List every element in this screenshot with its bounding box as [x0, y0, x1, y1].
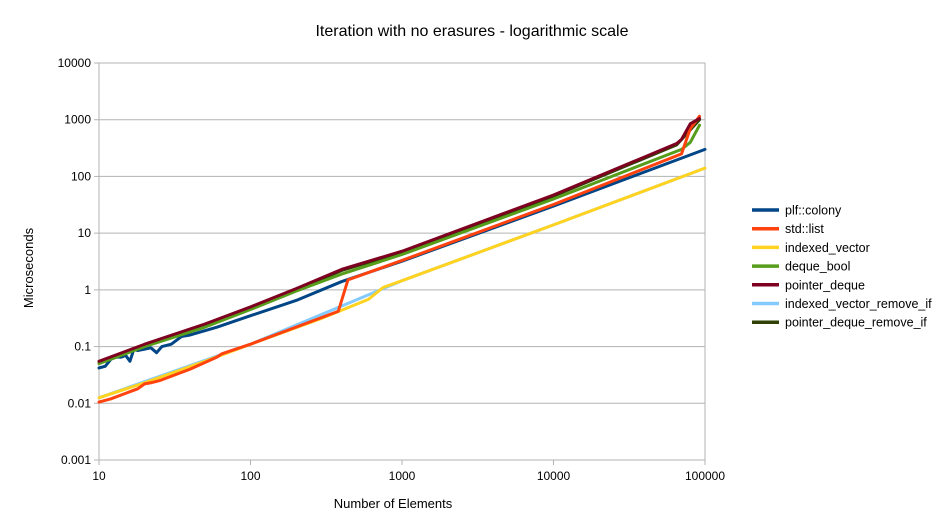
x-tick-label: 10	[92, 469, 106, 483]
y-axis-ticks: 0.001 0.01 0.1 1 10 100 1000 10000	[58, 56, 99, 467]
series-line-pointer-deque-remove-if	[97, 118, 702, 364]
x-tick-label: 100	[240, 469, 260, 483]
y-tick-label: 10000	[58, 56, 92, 70]
y-tick-label: 0.01	[68, 396, 92, 410]
y-tick-label: 10	[78, 226, 92, 240]
x-axis-label: Number of Elements	[334, 496, 453, 511]
x-tick-label: 1000	[389, 469, 416, 483]
x-axis-ticks: 10 100 1000 10000 100000	[92, 460, 725, 483]
y-tick-label: 100	[71, 169, 91, 183]
y-tick-label: 0.1	[74, 340, 91, 354]
y-tick-label: 1000	[64, 113, 91, 127]
legend-label: pointer_deque	[785, 278, 865, 292]
series-line-pointer-deque	[97, 117, 702, 363]
legend-label: indexed_vector	[785, 241, 870, 255]
y-tick-label: 1	[84, 283, 91, 297]
plot-area	[98, 62, 706, 461]
series-line-std-list	[97, 114, 702, 404]
series-line-indexed-vector	[97, 166, 707, 400]
legend: plf::colonystd::listindexed_vectordeque_…	[752, 204, 932, 330]
legend-label: std::list	[785, 222, 824, 236]
y-axis-label: Microseconds	[21, 227, 36, 308]
legend-label: indexed_vector_remove_if	[785, 297, 932, 311]
chart-title: Iteration with no erasures - logarithmic…	[315, 23, 628, 40]
y-tick-label: 0.001	[61, 453, 91, 467]
x-tick-label: 100000	[685, 469, 725, 483]
legend-label: pointer_deque_remove_if	[785, 316, 927, 330]
legend-label: deque_bool	[785, 260, 850, 274]
grid-lines	[99, 62, 705, 461]
x-tick-label: 10000	[537, 469, 571, 483]
series-line-plf-colony	[97, 147, 707, 370]
legend-label: plf::colony	[785, 204, 842, 218]
series-lines	[97, 114, 707, 404]
